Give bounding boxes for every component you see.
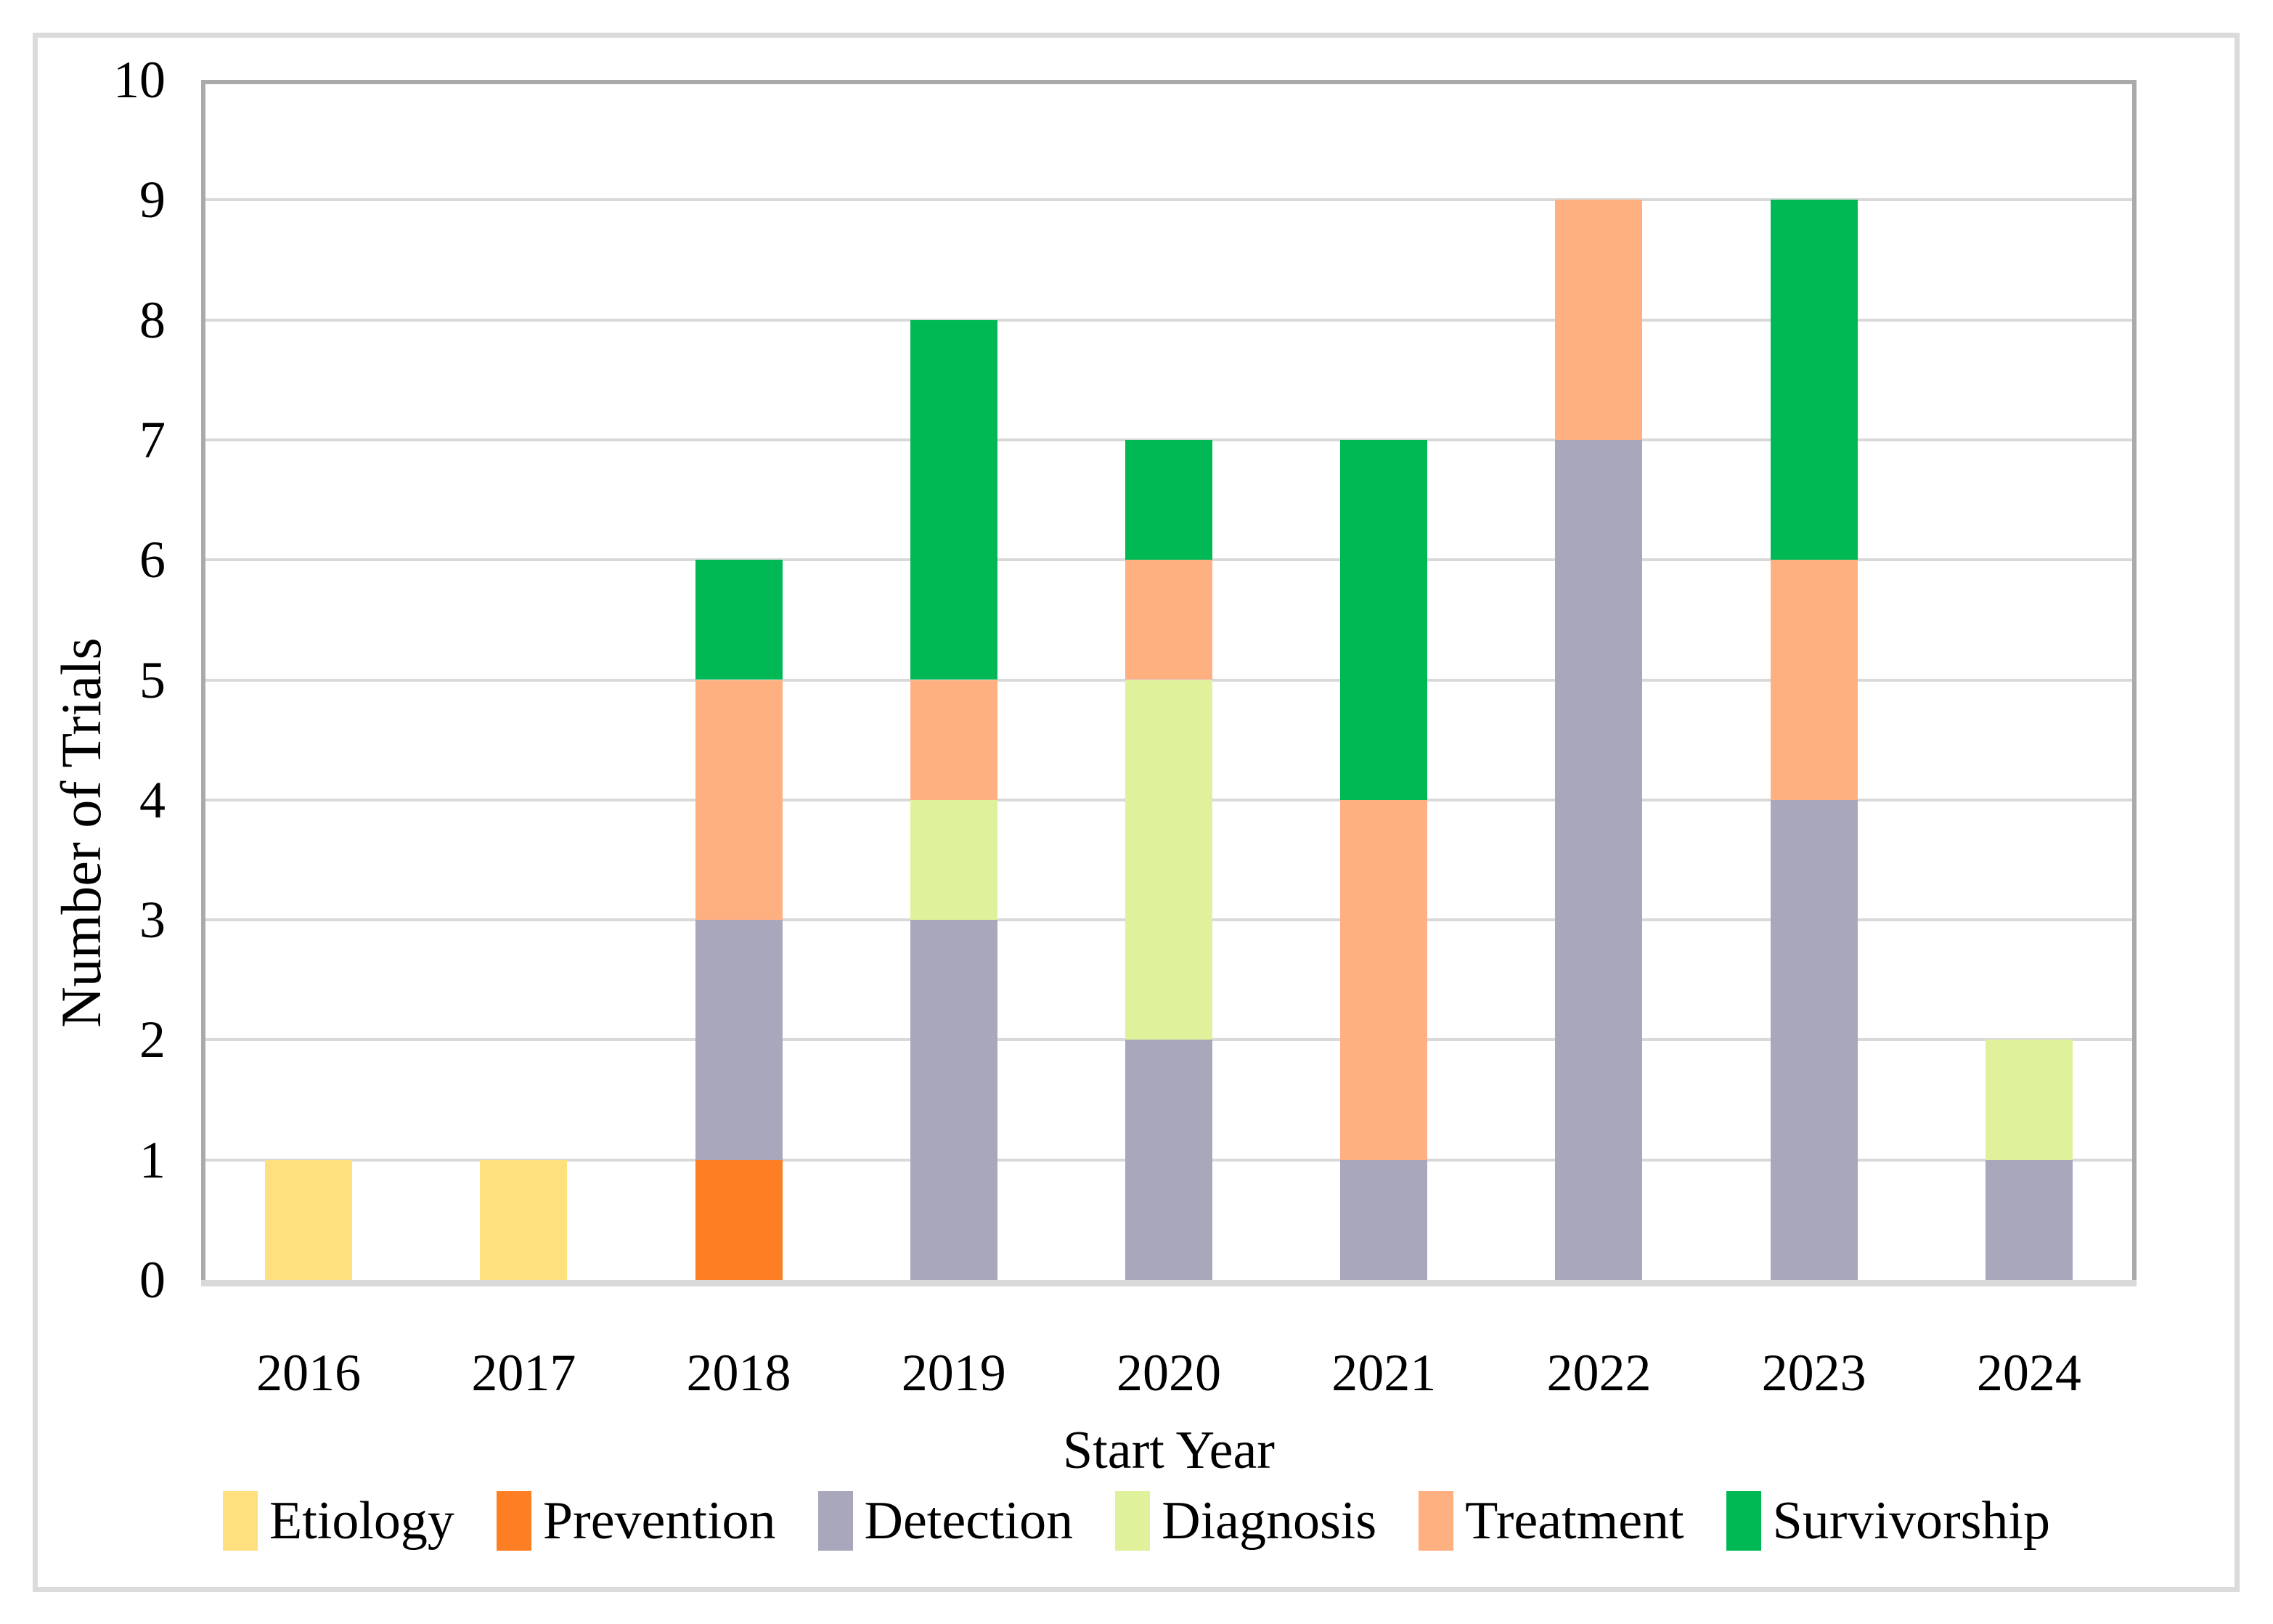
- y-tick-label-1: 1: [139, 1130, 166, 1189]
- bar-segment-treatment-2023: [1770, 560, 1858, 800]
- x-tick-label-2024: 2024: [1976, 1344, 2081, 1402]
- y-axis-title: Number of Trials: [49, 637, 113, 1028]
- bar-segment-treatment-2020: [1125, 560, 1212, 680]
- plot-area: [201, 80, 2137, 1280]
- bar-segment-survivorship-2019: [910, 319, 997, 680]
- legend-swatch-etiology: [223, 1491, 258, 1551]
- bar-segment-etiology-2016: [265, 1159, 353, 1280]
- x-tick-label-2023: 2023: [1761, 1344, 1866, 1402]
- legend-label-detection: Detection: [864, 1491, 1074, 1551]
- legend-label-etiology: Etiology: [269, 1491, 454, 1551]
- gridline-y9: [201, 198, 2137, 202]
- y-tick-label-0: 0: [139, 1251, 166, 1309]
- y-tick-label-6: 6: [139, 531, 166, 589]
- bar-segment-survivorship-2020: [1125, 439, 1212, 560]
- bar-segment-detection-2019: [910, 920, 997, 1280]
- legend-item-detection: Detection: [817, 1485, 1074, 1557]
- legend-swatch-prevention: [496, 1491, 531, 1551]
- legend-item-prevention: Prevention: [496, 1485, 776, 1557]
- legend-label-survivorship: Survivorship: [1772, 1491, 2050, 1551]
- legend-swatch-detection: [817, 1491, 853, 1551]
- y-tick-label-5: 5: [139, 650, 166, 709]
- x-tick-label-2019: 2019: [901, 1344, 1006, 1402]
- legend-label-diagnosis: Diagnosis: [1162, 1491, 1377, 1551]
- bar-segment-treatment-2018: [695, 680, 783, 921]
- legend-item-diagnosis: Diagnosis: [1115, 1485, 1376, 1557]
- bar-segment-detection-2024: [1985, 1159, 2073, 1280]
- legend-swatch-survivorship: [1726, 1491, 1761, 1551]
- bar-segment-treatment-2019: [910, 680, 997, 800]
- legend-item-etiology: Etiology: [223, 1485, 454, 1557]
- x-axis-line: [201, 1280, 2137, 1286]
- legend-label-treatment: Treatment: [1465, 1491, 1684, 1551]
- y-tick-label-8: 8: [139, 290, 166, 349]
- x-tick-label-2021: 2021: [1331, 1344, 1437, 1402]
- bar-segment-detection-2018: [695, 920, 783, 1160]
- bar-segment-etiology-2017: [480, 1159, 568, 1280]
- bar-segment-diagnosis-2024: [1985, 1040, 2073, 1160]
- bar-segment-diagnosis-2019: [910, 799, 997, 921]
- y-tick-label-4: 4: [139, 770, 166, 829]
- bar-segment-detection-2022: [1555, 439, 1643, 1280]
- bar-segment-treatment-2021: [1340, 799, 1428, 1160]
- x-tick-label-2020: 2020: [1116, 1344, 1221, 1402]
- y-tick-label-2: 2: [139, 1011, 166, 1069]
- gridline-y8: [201, 318, 2137, 322]
- bar-segment-prevention-2018: [695, 1159, 783, 1280]
- y-tick-label-3: 3: [139, 891, 166, 950]
- legend-label-prevention: Prevention: [542, 1491, 776, 1551]
- y-tick-label-7: 7: [139, 410, 166, 469]
- bar-segment-survivorship-2021: [1340, 439, 1428, 800]
- bar-segment-survivorship-2023: [1770, 200, 1858, 560]
- bar-segment-detection-2023: [1770, 799, 1858, 1280]
- bar-segment-detection-2020: [1125, 1040, 1212, 1280]
- legend-swatch-diagnosis: [1115, 1491, 1151, 1551]
- legend-item-treatment: Treatment: [1419, 1485, 1684, 1557]
- legend: Etiology Prevention Detection Diagnosis Trea…: [0, 1481, 2273, 1561]
- legend-swatch-treatment: [1419, 1491, 1454, 1551]
- legend-item-survivorship: Survivorship: [1726, 1485, 2050, 1557]
- x-tick-label-2018: 2018: [686, 1344, 791, 1402]
- x-axis-title: Start Year: [1063, 1421, 1275, 1480]
- bar-segment-treatment-2022: [1555, 200, 1643, 440]
- bar-segment-survivorship-2018: [695, 560, 783, 680]
- y-tick-label-10: 10: [113, 51, 166, 109]
- x-tick-label-2016: 2016: [256, 1344, 362, 1402]
- y-tick-label-9: 9: [139, 171, 166, 229]
- x-tick-label-2022: 2022: [1546, 1344, 1652, 1402]
- bar-segment-diagnosis-2020: [1125, 680, 1212, 1040]
- x-tick-label-2017: 2017: [471, 1344, 576, 1402]
- bar-segment-detection-2021: [1340, 1159, 1428, 1280]
